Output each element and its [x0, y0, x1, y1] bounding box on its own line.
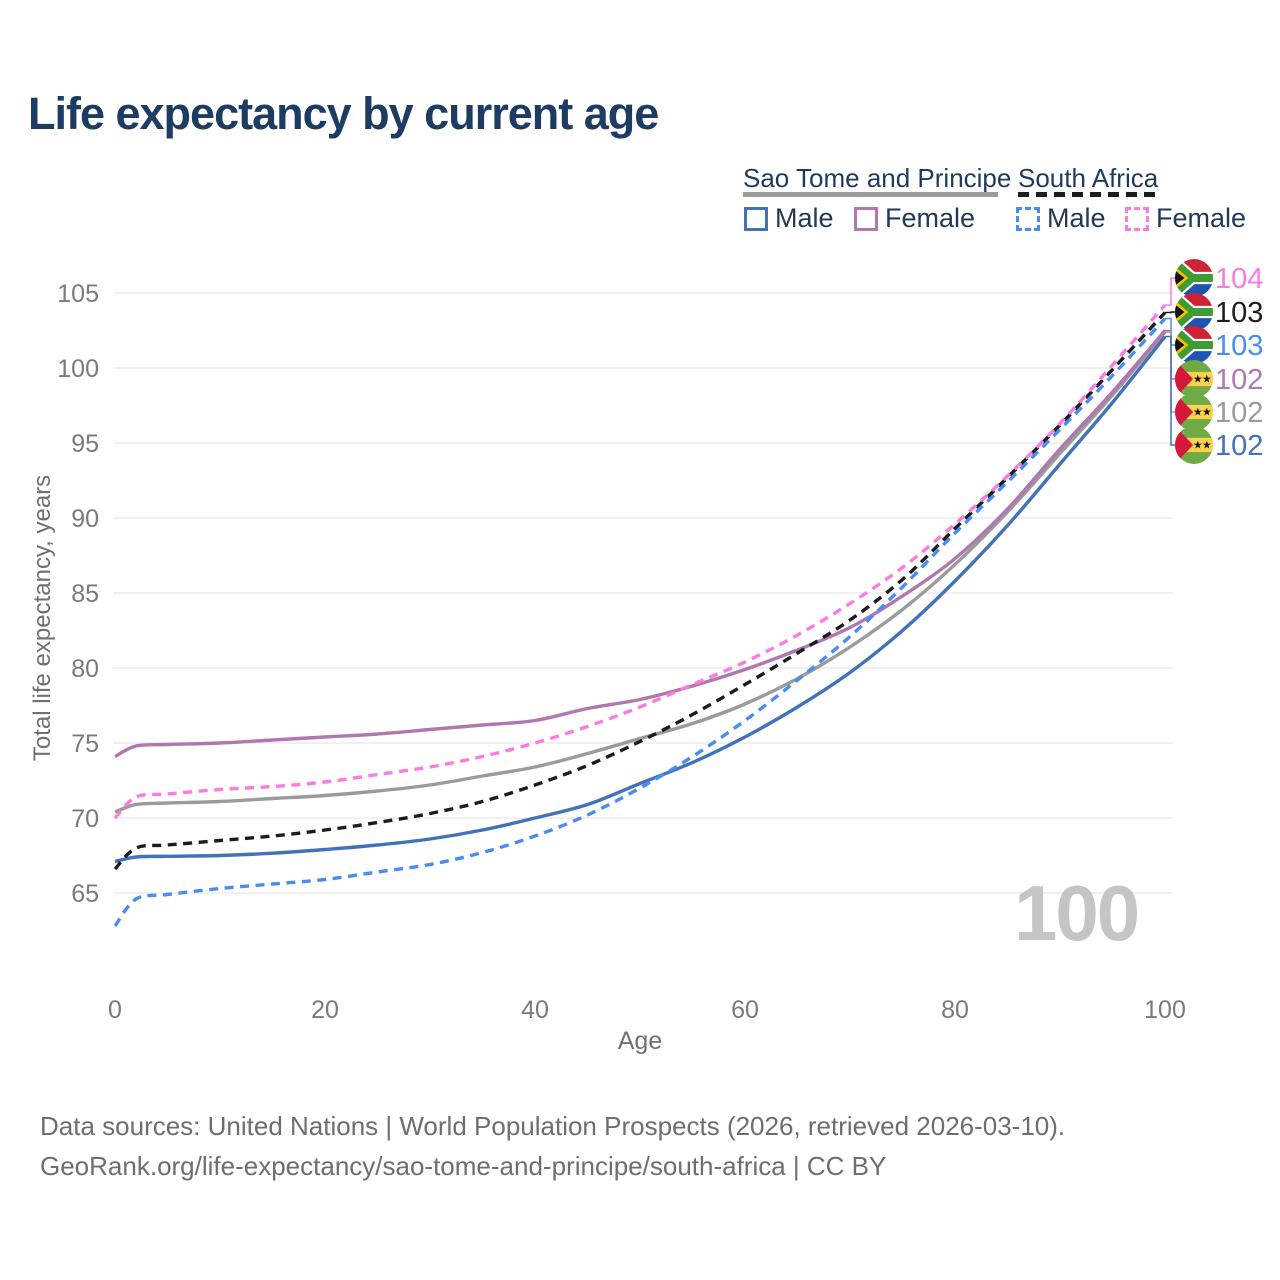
x-tick-label: 20	[311, 996, 339, 1024]
south-africa-flag-icon	[1175, 259, 1213, 297]
current-age-watermark: 100	[1014, 869, 1140, 957]
stp-male-swatch-icon	[744, 206, 768, 231]
x-axis-title: Age	[618, 1027, 662, 1055]
series-line-stp_male	[114, 335, 1167, 864]
end-value-label: 104	[1215, 263, 1263, 295]
end-value-label: 102	[1215, 430, 1263, 462]
end-label-connector	[1165, 335, 1175, 446]
end-label-connector	[1165, 331, 1175, 413]
end-label-connector	[1165, 277, 1175, 306]
attribution-line: GeoRank.org/life-expectancy/sao-tome-and…	[40, 1151, 887, 1182]
x-tick-label: 100	[1144, 996, 1186, 1024]
end-value-label: 103	[1215, 330, 1263, 362]
end-label-connector	[1165, 311, 1175, 314]
y-tick-label: 85	[71, 580, 99, 608]
data-sources-line: Data sources: United Nations | World Pop…	[40, 1111, 1066, 1141]
legend-item-sa-female[interactable]: Female	[1125, 203, 1246, 234]
end-value-label: 102	[1215, 364, 1263, 396]
sa-male-swatch-icon	[1016, 206, 1040, 231]
y-axis-title: Total life expectancy, years	[29, 475, 56, 761]
series-line-sa_total	[113, 311, 1167, 871]
sao-tome-and-principe-flag-icon	[1175, 393, 1213, 431]
y-tick-label: 75	[71, 730, 99, 758]
sa-female-swatch-icon	[1125, 206, 1149, 231]
x-tick-label: 60	[731, 996, 759, 1024]
legend-group-sao-tome: Sao Tome and Principe	[743, 163, 1012, 193]
y-tick-label: 100	[57, 355, 99, 383]
legend-item-stp-male[interactable]: Male	[744, 203, 834, 234]
legend-rule-sao-tome	[743, 192, 998, 197]
legend-item-stp-female[interactable]: Female	[854, 203, 975, 234]
stp-female-swatch-icon	[854, 206, 878, 231]
legend-group-south-africa: South Africa	[1018, 163, 1159, 193]
end-value-label: 102	[1215, 397, 1263, 429]
y-tick-label: 105	[57, 280, 99, 308]
y-tick-label: 90	[71, 505, 99, 533]
x-tick-label: 80	[941, 996, 969, 1024]
legend-rule-south-africa	[1018, 192, 1161, 197]
series-line-stp_female	[114, 329, 1167, 759]
series-line-stp_total	[114, 330, 1167, 814]
legend-item-sa-male[interactable]: Male	[1016, 203, 1106, 234]
series-line-sa_male	[113, 317, 1167, 928]
y-tick-label: 95	[71, 430, 99, 458]
footer: Data sources: United Nations | World Pop…	[40, 1106, 1160, 1187]
y-tick-label: 65	[71, 880, 99, 908]
x-tick-label: 40	[521, 996, 549, 1024]
end-value-label: 103	[1215, 297, 1263, 329]
sao-tome-and-principe-flag-icon	[1175, 360, 1213, 398]
y-tick-label: 70	[71, 805, 99, 833]
page-title: Life expectancy by current age	[28, 88, 659, 139]
south-africa-flag-icon	[1175, 293, 1213, 331]
sao-tome-and-principe-flag-icon	[1175, 426, 1213, 464]
end-label-connector	[1165, 329, 1175, 380]
x-tick-label: 0	[108, 996, 122, 1024]
y-tick-label: 80	[71, 655, 99, 683]
south-africa-flag-icon	[1175, 326, 1213, 364]
series-line-sa_female	[113, 303, 1167, 820]
